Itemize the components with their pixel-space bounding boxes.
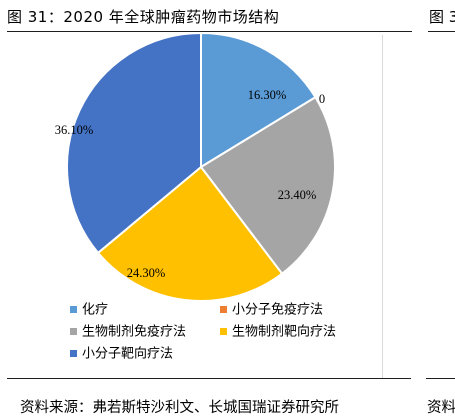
pie-slice xyxy=(96,165,284,302)
legend-label: 小分子免疫疗法 xyxy=(232,302,323,318)
pie-data-label: 16.30% xyxy=(248,88,287,102)
legend-label: 小分子靶向疗法 xyxy=(82,346,173,362)
pie-data-label: 24.30% xyxy=(127,266,166,280)
legend-swatch xyxy=(220,306,227,313)
adjacent-figure-title-fragment: 图 3 xyxy=(429,8,455,26)
legend-swatch xyxy=(220,328,227,335)
legend-label: 生物制剂免疫疗法 xyxy=(82,324,186,340)
legend-swatch xyxy=(70,328,77,335)
pie-data-label: 23.40% xyxy=(278,188,317,202)
figure-title: 图 31：2020 年全球肿瘤药物市场结构 xyxy=(7,8,280,26)
source-note: 资料来源：弗若斯特沙利文、长城国瑞证券研究所 xyxy=(20,400,339,416)
pie-slice xyxy=(199,95,336,276)
pie-slice xyxy=(66,31,202,255)
adjacent-source-fragment: 资料 xyxy=(427,400,455,416)
chart-frame-right-border xyxy=(382,35,383,379)
pie-data-label: 36.10% xyxy=(55,123,94,137)
adjacent-source-rule xyxy=(426,378,455,379)
legend-label: 生物制剂靶向疗法 xyxy=(232,324,336,340)
pie-slice xyxy=(200,31,317,169)
legend-label: 化疗 xyxy=(82,303,108,318)
title-rule xyxy=(7,31,412,32)
source-rule xyxy=(7,378,411,379)
pie-data-labels: 16.30% 0 23.40% 24.30% 36.10% xyxy=(55,88,325,280)
adjacent-title-rule xyxy=(428,31,455,32)
legend-swatch xyxy=(70,306,77,313)
pie-data-label: 0 xyxy=(319,92,325,106)
pie-slices xyxy=(66,31,336,302)
legend-swatch xyxy=(70,350,77,357)
